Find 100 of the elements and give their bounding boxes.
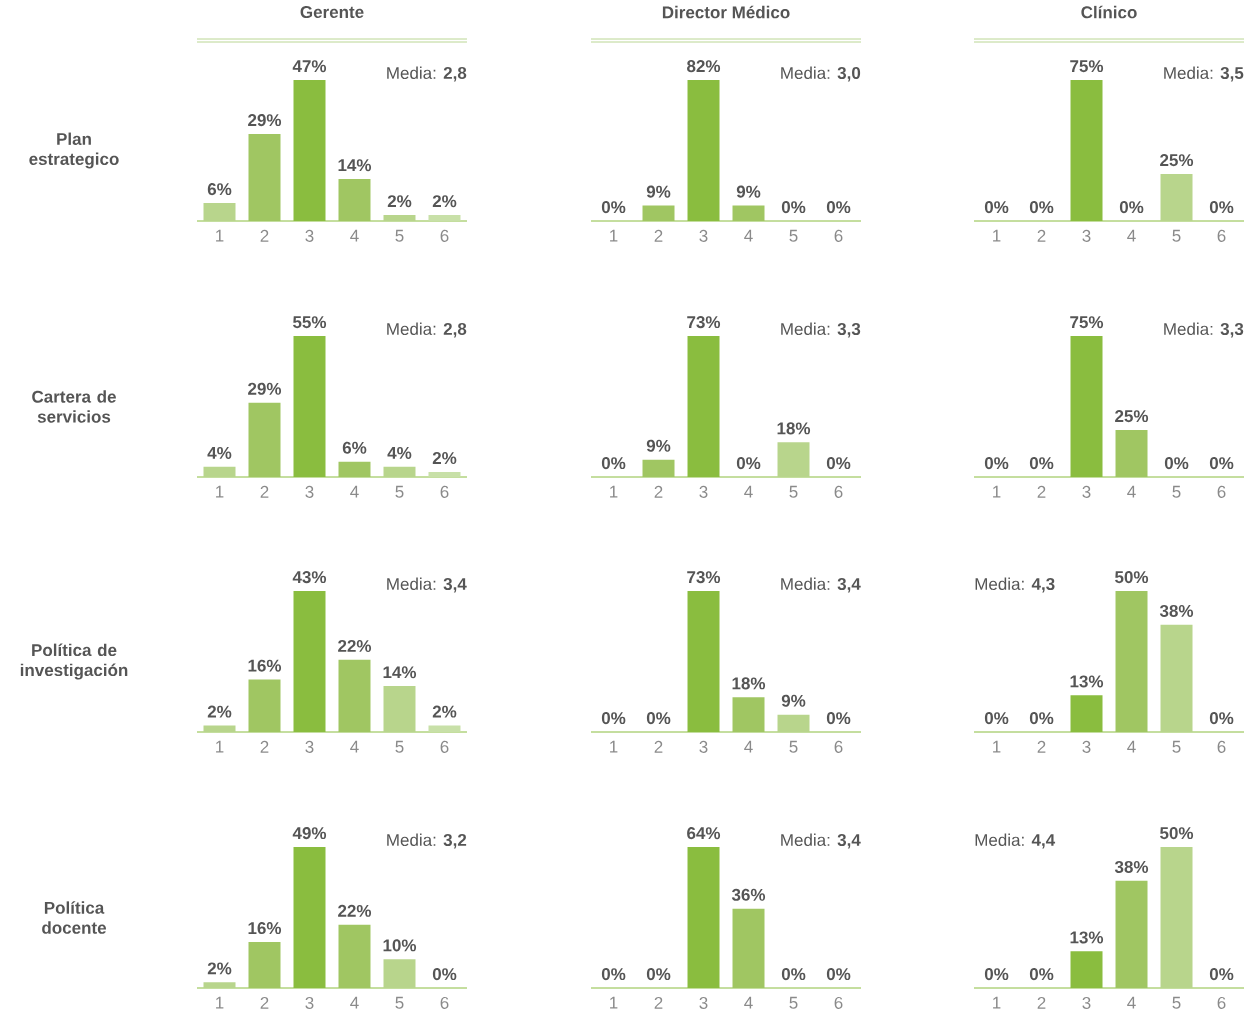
chart-title: Clínico	[1081, 5, 1137, 19]
x-tick-label: 2	[260, 740, 269, 753]
bar	[383, 959, 416, 989]
x-tick-label: 6	[834, 740, 843, 753]
x-tick-label: 4	[1127, 740, 1136, 753]
data-label: 0%	[432, 968, 457, 981]
data-label: 49%	[292, 827, 327, 840]
data-label: 73%	[687, 316, 721, 329]
data-label: 50%	[1115, 571, 1149, 584]
annotation: Media: 3,3	[781, 322, 861, 338]
x-tick-label: 1	[993, 229, 1001, 242]
annotation: Media: 3,0	[781, 66, 861, 82]
bar	[203, 982, 236, 989]
x-tick-label: 5	[789, 996, 798, 1009]
data-label: 9%	[646, 439, 671, 452]
annotation: Media: 3,5	[1164, 66, 1244, 82]
data-label: 0%	[601, 457, 626, 470]
x-tick-label: 1	[216, 996, 224, 1009]
data-label: 25%	[1115, 410, 1149, 423]
x-tick-label: 4	[1127, 485, 1136, 498]
x-tick-label: 4	[1127, 229, 1136, 242]
x-tick-label: 4	[350, 740, 359, 753]
x-tick-label: 2	[654, 996, 663, 1009]
data-label: 0%	[1119, 201, 1144, 214]
x-tick-label: 6	[1217, 229, 1226, 242]
data-label: 50%	[1160, 827, 1194, 840]
bar	[248, 134, 281, 221]
x-tick-label: 5	[395, 229, 404, 242]
x-tick-label: 2	[654, 229, 663, 242]
data-label: 43%	[292, 571, 327, 584]
x-tick-label: 3	[699, 485, 708, 498]
data-label: 25%	[1160, 154, 1194, 167]
x-tick-label: 2	[1037, 485, 1046, 498]
y-axis-title: Política docente	[42, 901, 107, 934]
data-label: 18%	[777, 422, 811, 435]
data-label: 55%	[293, 316, 327, 329]
x-tick-label: 5	[395, 740, 404, 753]
x-tick-label: 1	[993, 740, 1001, 753]
x-tick-label: 3	[1082, 740, 1091, 753]
data-label: 0%	[984, 968, 1009, 981]
bar	[248, 679, 281, 733]
data-label: 22%	[338, 904, 372, 917]
data-label: 47%	[292, 60, 327, 73]
data-label: 0%	[1164, 457, 1189, 470]
x-tick-label: 2	[260, 485, 269, 498]
annotation: Media: 3,4	[781, 577, 861, 593]
x-tick-label: 5	[395, 485, 404, 498]
data-label: 29%	[248, 382, 282, 395]
x-tick-label: 4	[350, 996, 359, 1009]
x-tick-label: 1	[610, 485, 618, 498]
x-tick-label: 6	[440, 740, 449, 753]
data-label: 0%	[1209, 968, 1234, 981]
x-tick-label: 2	[260, 996, 269, 1009]
data-label: 0%	[826, 968, 851, 981]
data-label: 2%	[432, 705, 457, 718]
data-label: 38%	[1159, 604, 1194, 617]
x-tick-label: 6	[834, 485, 843, 498]
bar	[428, 471, 461, 478]
data-label: 0%	[601, 201, 626, 214]
data-label: 0%	[984, 712, 1009, 725]
x-tick-label: 3	[1082, 485, 1091, 498]
bar	[383, 686, 416, 733]
bar	[203, 725, 236, 733]
bar	[428, 215, 461, 221]
bar	[203, 203, 236, 221]
y-axis-title: Cartera de servicios	[32, 390, 116, 423]
x-tick-label: 4	[744, 740, 753, 753]
bar	[383, 466, 416, 478]
data-label: 0%	[984, 457, 1009, 470]
data-label: 4%	[387, 446, 412, 459]
data-label: 9%	[646, 185, 671, 198]
x-tick-label: 6	[1217, 996, 1226, 1009]
data-label: 0%	[1029, 457, 1054, 470]
x-tick-label: 6	[440, 996, 449, 1009]
data-label: 6%	[342, 441, 367, 454]
data-label: 75%	[1070, 60, 1104, 73]
x-tick-label: 4	[744, 485, 753, 498]
annotation: Media: 3,3	[1164, 322, 1244, 338]
x-tick-label: 3	[305, 740, 314, 753]
x-tick-label: 3	[305, 996, 314, 1009]
x-tick-label: 3	[305, 485, 314, 498]
data-label: 9%	[781, 694, 806, 707]
x-tick-label: 5	[789, 229, 798, 242]
data-label: 14%	[338, 159, 372, 172]
x-tick-label: 3	[699, 740, 708, 753]
data-label: 0%	[826, 457, 851, 470]
data-label: 13%	[1070, 931, 1104, 944]
bar	[203, 466, 236, 478]
x-tick-label: 1	[216, 740, 224, 753]
data-label: 4%	[207, 446, 232, 459]
bar	[248, 402, 281, 478]
x-tick-label: 5	[1172, 485, 1181, 498]
x-tick-label: 5	[1172, 740, 1181, 753]
x-tick-label: 1	[610, 229, 618, 242]
bar	[338, 924, 371, 989]
x-tick-label: 2	[1037, 996, 1046, 1009]
data-label: 9%	[736, 185, 761, 198]
data-label: 0%	[984, 201, 1009, 214]
data-label: 0%	[601, 968, 626, 981]
data-label: 14%	[383, 666, 417, 679]
